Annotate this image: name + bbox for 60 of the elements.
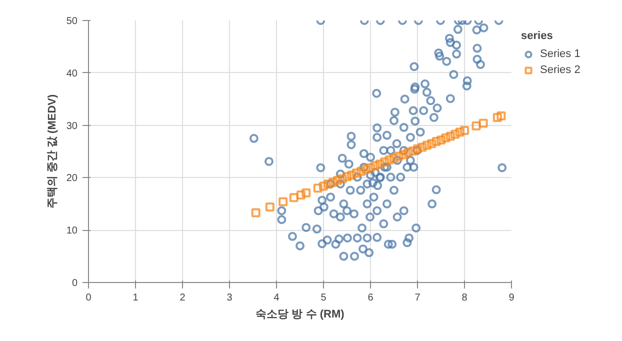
point xyxy=(380,157,390,166)
point xyxy=(394,152,404,161)
point xyxy=(356,166,366,176)
y-tick-label: 50 xyxy=(66,16,78,27)
x-axis-title: 숙소당 방 수 (RM) xyxy=(256,308,345,320)
point xyxy=(289,193,298,202)
y-tick-label: 20 xyxy=(66,173,78,184)
point xyxy=(347,170,356,180)
point xyxy=(478,118,488,128)
y-axis-title: 주택의 중간 값 (MEDV) xyxy=(46,94,58,209)
x-tick-label: 1 xyxy=(132,292,139,304)
legend-title: series xyxy=(521,30,554,42)
point xyxy=(251,208,260,218)
point xyxy=(390,154,398,163)
point xyxy=(375,160,384,169)
point xyxy=(324,179,333,188)
point xyxy=(404,148,413,158)
point xyxy=(422,140,432,150)
point xyxy=(319,182,328,191)
point xyxy=(302,188,311,198)
x-tick-label: 3 xyxy=(226,292,233,304)
point xyxy=(352,168,361,178)
point xyxy=(398,150,408,160)
point xyxy=(450,130,460,139)
point xyxy=(366,163,375,172)
point xyxy=(418,142,427,152)
point xyxy=(472,121,481,130)
point xyxy=(342,172,352,182)
point xyxy=(455,128,464,137)
point xyxy=(370,161,380,170)
point xyxy=(265,202,274,212)
x-tick-label: 8 xyxy=(462,292,468,304)
point xyxy=(496,111,506,120)
x-tick-label: 4 xyxy=(274,292,280,304)
x-tick-label: 9 xyxy=(508,292,515,304)
point xyxy=(296,190,306,200)
x-tick-label: 2 xyxy=(180,292,186,304)
legend-label: Series 2 xyxy=(540,64,580,76)
x-tick-label: 7 xyxy=(414,292,421,304)
y-tick-label: 0 xyxy=(72,278,78,289)
point xyxy=(432,137,441,146)
point xyxy=(313,184,322,193)
point xyxy=(446,132,455,141)
y-tick-label: 30 xyxy=(66,120,78,132)
point xyxy=(492,112,502,122)
y-tick-label: 40 xyxy=(66,68,78,80)
x-tick-label: 6 xyxy=(368,292,374,304)
point xyxy=(333,176,342,185)
point xyxy=(338,174,347,184)
point xyxy=(384,155,394,164)
point xyxy=(427,139,436,148)
point xyxy=(278,197,288,206)
point xyxy=(460,126,469,136)
point xyxy=(441,133,450,142)
x-tick-label: 0 xyxy=(86,292,92,304)
y-tick-label: 10 xyxy=(66,226,78,237)
point xyxy=(436,135,446,144)
x-tick-label: 5 xyxy=(320,292,327,304)
legend-label: Series 1 xyxy=(540,48,580,60)
point xyxy=(408,146,418,156)
